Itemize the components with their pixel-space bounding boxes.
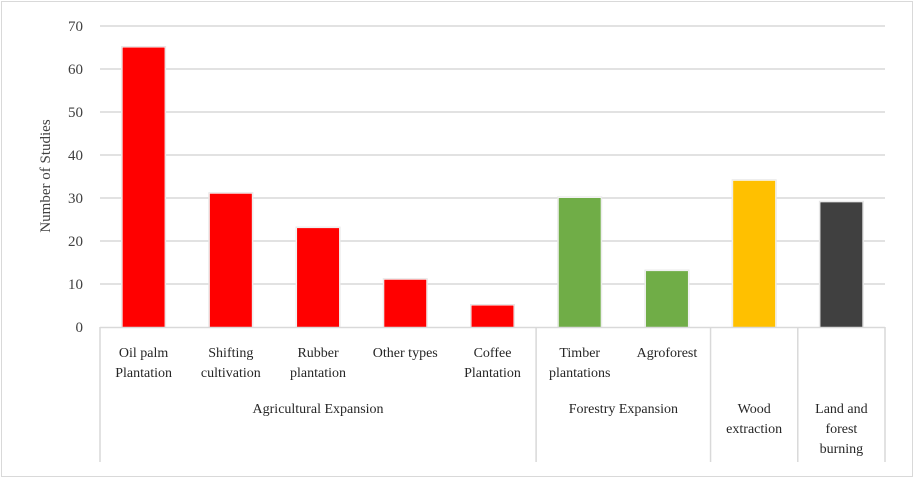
category-label: cultivation — [201, 366, 261, 381]
y-tick-label: 20 — [68, 234, 83, 250]
y-tick-label: 50 — [68, 105, 83, 121]
category-label: Shifting — [208, 346, 253, 361]
group-label: Agricultural Expansion — [253, 402, 384, 417]
group-labels: Agricultural Expansion Forestry Expansion… — [253, 402, 868, 457]
category-label: plantation — [290, 366, 346, 381]
y-tick-label: 40 — [68, 148, 83, 164]
category-label: Timber — [559, 346, 600, 361]
bar — [820, 202, 863, 327]
y-axis-label: Number of Studies — [38, 119, 54, 232]
y-axis-ticks: 0 10 20 30 40 50 60 70 — [68, 19, 83, 336]
group-label: forest — [825, 422, 857, 437]
bar — [733, 180, 776, 327]
category-label: Agroforest — [637, 346, 698, 361]
group-label: Land and — [815, 402, 867, 417]
group-label: burning — [820, 442, 864, 457]
y-tick-label: 10 — [68, 277, 83, 293]
bar — [122, 47, 165, 327]
bar — [297, 228, 340, 327]
category-label: plantations — [549, 366, 610, 381]
category-label: Coffee — [474, 346, 512, 361]
group-label: Forestry Expansion — [569, 402, 678, 417]
x-axis — [99, 326, 886, 462]
bar — [384, 279, 427, 327]
group-label: extraction — [726, 422, 782, 437]
bar — [558, 198, 601, 327]
bar — [645, 271, 688, 327]
group-label: Wood — [738, 402, 771, 417]
bars — [121, 46, 864, 328]
category-label: Rubber — [297, 346, 339, 361]
bar — [209, 193, 252, 327]
y-tick-label: 70 — [68, 19, 83, 35]
category-label: Plantation — [464, 366, 521, 381]
y-tick-label: 60 — [68, 62, 83, 78]
category-label: Oil palm — [119, 346, 168, 361]
category-labels: Oil palm Plantation Shifting cultivation Rub… — [115, 346, 697, 381]
bar — [471, 305, 514, 327]
y-tick-label: 0 — [76, 320, 84, 336]
category-label: Other types — [373, 346, 438, 361]
category-label: Plantation — [115, 366, 172, 381]
y-tick-label: 30 — [68, 191, 83, 207]
